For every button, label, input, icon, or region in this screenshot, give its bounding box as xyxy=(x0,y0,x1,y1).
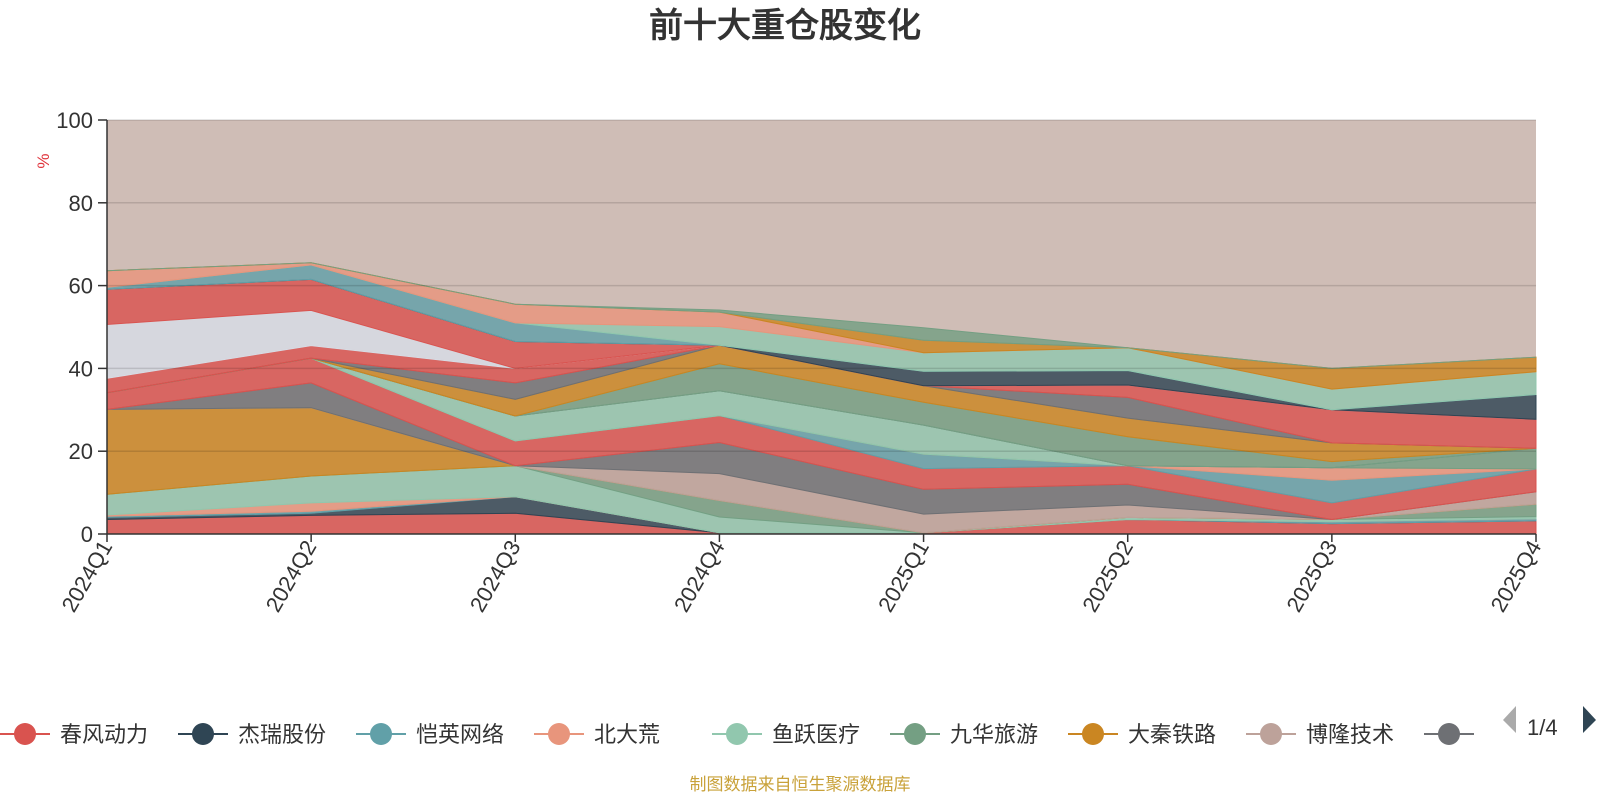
legend-label: 大秦铁路 xyxy=(1128,722,1216,747)
y-tick-label: 100 xyxy=(56,108,93,133)
legend-label: 杰瑞股份 xyxy=(238,722,326,747)
x-tick-label: 2024Q3 xyxy=(465,536,526,616)
legend-item[interactable]: 鱼跃医疗 xyxy=(712,722,860,747)
area-layer-18 xyxy=(106,262,1537,369)
legend-item[interactable]: 春风动力 xyxy=(0,722,148,747)
legend-item[interactable]: 杰瑞股份 xyxy=(178,722,326,747)
y-axis-label: % xyxy=(34,153,53,168)
legend-circle-icon xyxy=(726,723,748,745)
legend-label: 北大荒 xyxy=(594,722,660,747)
legend-label: 鱼跃医疗 xyxy=(772,722,860,747)
legend-next-icon[interactable] xyxy=(1583,706,1596,733)
legend-item[interactable]: 北大荒 xyxy=(534,722,660,747)
x-tick-label: 2025Q1 xyxy=(873,536,934,616)
x-tick-label: 2024Q4 xyxy=(669,536,730,616)
legend-prev-icon[interactable] xyxy=(1503,706,1516,733)
y-tick-label: 40 xyxy=(69,356,93,381)
y-tick-label: 20 xyxy=(69,439,93,464)
legend-item[interactable]: 九华旅游 xyxy=(890,722,1038,747)
legend-label: 春风动力 xyxy=(60,722,148,747)
grid-lines xyxy=(107,119,1536,452)
legend-label: 九华旅游 xyxy=(950,722,1038,747)
x-tick-label: 2024Q1 xyxy=(57,536,118,616)
legend-items: 春风动力 杰瑞股份 恺英网络 北大荒 鱼跃医疗 九华旅游 大秦铁路 博隆技术 潍柴动力 xyxy=(0,722,1572,747)
legend-item[interactable]: 恺英网络 xyxy=(356,722,504,747)
legend-circle-icon xyxy=(1438,723,1460,745)
legend-circle-icon xyxy=(14,723,36,745)
y-tick-label: 60 xyxy=(69,274,93,299)
x-tick-label: 2024Q2 xyxy=(261,536,322,616)
legend-circle-icon xyxy=(192,723,214,745)
legend-pager[interactable]: 1/4 xyxy=(1503,706,1596,740)
y-tick-label: 0 xyxy=(81,522,93,547)
legend-item[interactable]: 大秦铁路 xyxy=(1068,722,1216,747)
legend: 春风动力 杰瑞股份 恺英网络 北大荒 鱼跃医疗 九华旅游 大秦铁路 博隆技术 潍柴动力 xyxy=(0,722,1572,747)
legend-circle-icon xyxy=(1260,723,1282,745)
legend-item[interactable]: 博隆技术 xyxy=(1246,722,1394,747)
legend-circle-icon xyxy=(1082,723,1104,745)
x-tick-label: 2025Q3 xyxy=(1281,536,1342,616)
data-source-note: 制图数据来自恒生聚源数据库 xyxy=(690,775,911,794)
plot-area xyxy=(106,120,1537,535)
y-tick-label: 80 xyxy=(69,191,93,216)
x-tick-label: 2025Q4 xyxy=(1486,536,1547,616)
legend-label: 博隆技术 xyxy=(1306,722,1394,747)
legend-circle-icon xyxy=(548,723,570,745)
legend-page-indicator: 1/4 xyxy=(1527,715,1558,740)
legend-label: 恺英网络 xyxy=(416,722,504,747)
legend-circle-icon xyxy=(904,723,926,745)
legend-item[interactable]: 潍柴动力 xyxy=(1424,722,1572,747)
chart-title: 前十大重仓股变化 xyxy=(649,7,921,45)
x-tick-label: 2025Q2 xyxy=(1077,536,1138,616)
legend-circle-icon xyxy=(370,723,392,745)
